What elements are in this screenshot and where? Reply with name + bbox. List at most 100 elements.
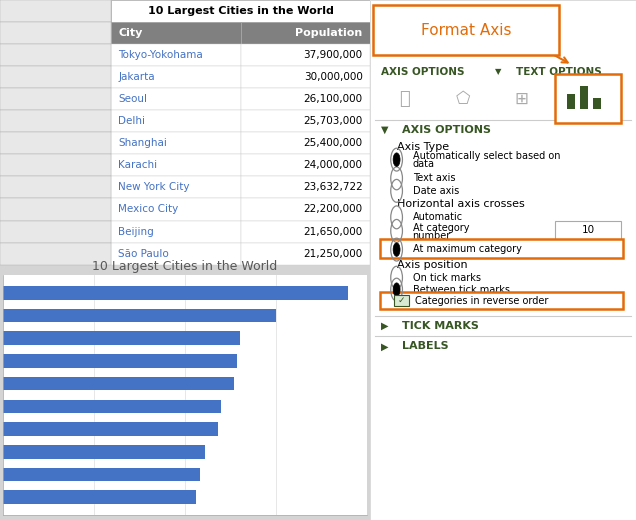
- Bar: [240, 154, 370, 176]
- Bar: [3, 309, 276, 322]
- Text: ⬠: ⬠: [456, 90, 471, 108]
- Text: LABELS: LABELS: [402, 341, 448, 352]
- Text: data: data: [413, 159, 434, 170]
- Bar: [0, 110, 111, 132]
- Text: Karachi: Karachi: [118, 160, 158, 171]
- Text: Format Axis: Format Axis: [420, 23, 511, 37]
- Text: TICK MARKS: TICK MARKS: [402, 320, 479, 331]
- Text: Between tick marks: Between tick marks: [413, 284, 509, 295]
- Bar: [111, 242, 240, 265]
- Text: ▶: ▶: [380, 341, 388, 352]
- Text: TEXT OPTIONS: TEXT OPTIONS: [516, 67, 602, 77]
- Bar: [111, 176, 240, 199]
- Text: At maximum category: At maximum category: [413, 243, 522, 254]
- Text: Axis Type: Axis Type: [397, 141, 449, 152]
- Bar: [240, 132, 370, 154]
- Bar: [3, 354, 237, 368]
- Bar: [111, 0, 370, 22]
- Text: Tokyo-Yokohama: Tokyo-Yokohama: [118, 50, 203, 60]
- Text: ✓: ✓: [398, 296, 405, 305]
- Text: Shanghai: Shanghai: [118, 138, 167, 148]
- Text: number: number: [413, 230, 451, 241]
- Text: ▼: ▼: [495, 67, 502, 76]
- Text: ⊞: ⊞: [515, 90, 529, 108]
- Bar: [0, 66, 111, 88]
- Bar: [111, 88, 240, 110]
- Bar: [240, 242, 370, 265]
- Bar: [240, 66, 370, 88]
- Bar: [3, 331, 240, 345]
- Bar: [111, 44, 240, 66]
- Text: 24,000,000: 24,000,000: [303, 160, 363, 171]
- Text: Date axis: Date axis: [413, 186, 459, 196]
- Bar: [0, 88, 111, 110]
- Text: Automatic: Automatic: [413, 212, 462, 223]
- Bar: [240, 110, 370, 132]
- Bar: [111, 132, 240, 154]
- Text: 30,000,000: 30,000,000: [304, 72, 363, 82]
- Text: AXIS OPTIONS: AXIS OPTIONS: [402, 125, 491, 135]
- Bar: [3, 399, 221, 413]
- Bar: [580, 86, 588, 109]
- Text: ▼: ▼: [380, 125, 388, 135]
- Bar: [567, 94, 575, 109]
- Bar: [240, 176, 370, 199]
- Text: AXIS OPTIONS: AXIS OPTIONS: [380, 67, 464, 77]
- Text: 10 Largest Cities in the World: 10 Largest Cities in the World: [148, 6, 333, 16]
- Text: 22,200,000: 22,200,000: [303, 204, 363, 214]
- FancyBboxPatch shape: [380, 292, 623, 309]
- Text: 21,650,000: 21,650,000: [303, 227, 363, 237]
- Text: Horizontal axis crosses: Horizontal axis crosses: [397, 199, 524, 210]
- Text: Jakarta: Jakarta: [118, 72, 155, 82]
- Bar: [0, 199, 111, 220]
- Bar: [3, 286, 348, 300]
- Bar: [0, 132, 111, 154]
- Circle shape: [393, 243, 400, 256]
- Text: 21,250,000: 21,250,000: [303, 249, 363, 258]
- Bar: [3, 377, 234, 391]
- Text: 23,632,722: 23,632,722: [303, 183, 363, 192]
- Bar: [111, 154, 240, 176]
- FancyBboxPatch shape: [555, 74, 621, 123]
- Text: City: City: [118, 28, 142, 38]
- Bar: [111, 66, 240, 88]
- Bar: [593, 98, 602, 109]
- Bar: [0, 22, 111, 44]
- Text: 25,703,000: 25,703,000: [303, 116, 363, 126]
- Circle shape: [393, 283, 400, 296]
- Text: At category: At category: [413, 223, 469, 233]
- Bar: [240, 88, 370, 110]
- Bar: [0, 176, 111, 199]
- FancyBboxPatch shape: [380, 239, 623, 258]
- FancyBboxPatch shape: [373, 5, 559, 55]
- Text: São Paulo: São Paulo: [118, 249, 169, 258]
- Bar: [0, 220, 111, 242]
- Text: On tick marks: On tick marks: [413, 272, 481, 283]
- Text: Categories in reverse order: Categories in reverse order: [415, 295, 549, 306]
- Bar: [3, 490, 197, 504]
- Bar: [240, 22, 370, 44]
- Text: Seoul: Seoul: [118, 94, 148, 104]
- Text: 10: 10: [581, 225, 595, 236]
- Text: ▶: ▶: [380, 320, 388, 331]
- Text: New York City: New York City: [118, 183, 190, 192]
- Bar: [240, 220, 370, 242]
- Text: Beijing: Beijing: [118, 227, 154, 237]
- Text: Automatically select based on: Automatically select based on: [413, 151, 560, 161]
- Bar: [0, 44, 111, 66]
- Bar: [3, 445, 205, 459]
- Text: Text axis: Text axis: [413, 173, 455, 184]
- Bar: [0, 154, 111, 176]
- Text: 37,900,000: 37,900,000: [303, 50, 363, 60]
- Bar: [111, 22, 240, 44]
- Text: Population: Population: [295, 28, 363, 38]
- Bar: [3, 467, 200, 481]
- Title: 10 Largest Cities in the World: 10 Largest Cities in the World: [92, 259, 278, 272]
- Bar: [111, 220, 240, 242]
- Bar: [0, 0, 111, 22]
- Bar: [111, 110, 240, 132]
- Circle shape: [393, 153, 400, 166]
- Bar: [0, 242, 111, 265]
- Text: Mexico City: Mexico City: [118, 204, 179, 214]
- Text: 26,100,000: 26,100,000: [303, 94, 363, 104]
